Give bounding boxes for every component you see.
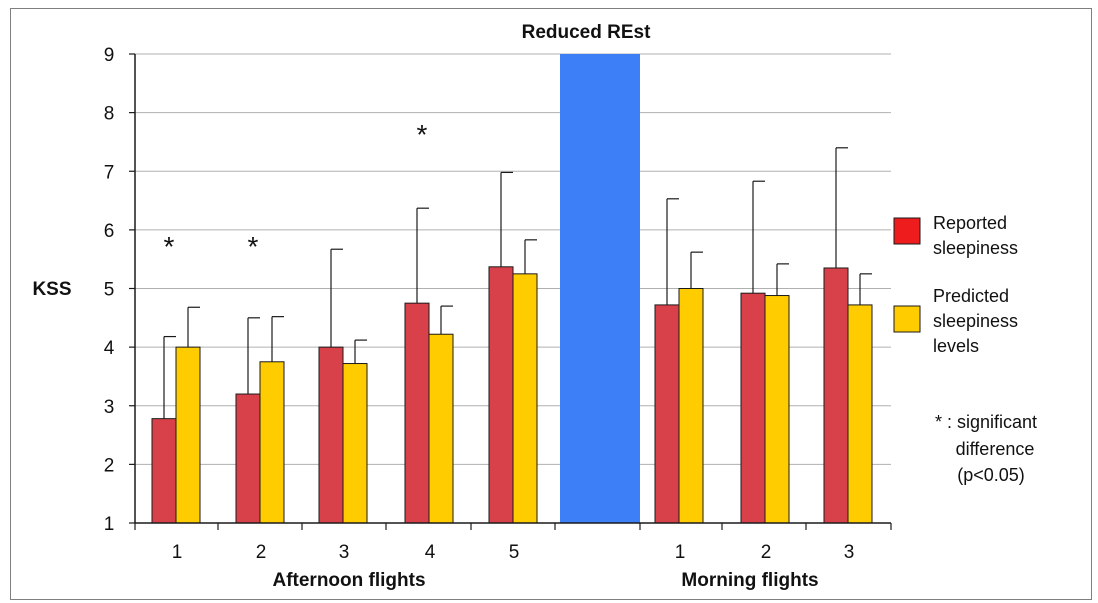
- error-bars: [163, 147, 872, 419]
- x-tick-label: 3: [339, 542, 350, 563]
- significance-star-2: *: [248, 231, 259, 262]
- legend-label-1: Reported: [933, 213, 1007, 233]
- bar-predicted-5: [512, 273, 538, 524]
- significance-star-4: *: [417, 119, 428, 150]
- bar-reported-5: [488, 266, 514, 524]
- y-tick-label: 2: [104, 455, 115, 476]
- bar-predicted-1: [175, 346, 201, 524]
- y-tick-label: 1: [104, 514, 115, 535]
- x-tick-label: 1: [172, 542, 183, 563]
- y-axis-label: KSS: [32, 279, 71, 300]
- y-tick-label: 6: [104, 221, 115, 242]
- group-label-1: Afternoon flights: [272, 570, 425, 591]
- y-tick-label: 4: [104, 338, 115, 359]
- bar-predicted-7: [764, 295, 790, 524]
- bar-reported-2: [235, 393, 261, 524]
- x-tick-label: 5: [509, 542, 520, 563]
- bar-reported-1: [151, 418, 177, 524]
- y-tick-labels: 1 2 3 4 5 6 7 8 9: [104, 45, 115, 535]
- legend: Reported sleepiness Predicted sleepiness lev…: [893, 213, 1037, 485]
- legend-label-2: levels: [933, 336, 979, 356]
- bars: [151, 266, 873, 524]
- y-tick-label: 3: [104, 397, 115, 418]
- bar-reported-4: [404, 302, 430, 524]
- legend-label-2: Predicted: [933, 286, 1009, 306]
- bar-predicted-4: [428, 333, 454, 524]
- legend-label-1: sleepiness: [933, 238, 1018, 258]
- y-tick-label: 9: [104, 45, 115, 66]
- bar-reported-6: [654, 304, 680, 524]
- x-tick-label: 2: [256, 542, 267, 563]
- legend-swatch-2: [893, 305, 921, 333]
- bar-predicted-3: [342, 363, 368, 524]
- y-tick-label: 7: [104, 162, 115, 183]
- reduced-rest-bar: [560, 54, 640, 523]
- bar-reported-3: [318, 346, 344, 524]
- legend-label-2: sleepiness: [933, 311, 1018, 331]
- bar-reported-7: [740, 292, 766, 524]
- y-tick-label: 5: [104, 280, 115, 301]
- bar-predicted-2: [259, 361, 285, 524]
- group-label-2: Morning flights: [681, 570, 818, 591]
- x-tick-labels: 1 2 3 4 5 1 2 3: [172, 542, 855, 563]
- significance-note: (p<0.05): [957, 465, 1025, 485]
- chart-title: Reduced REst: [522, 22, 651, 43]
- y-tick-label: 8: [104, 104, 115, 125]
- bar-reported-8: [823, 267, 849, 524]
- legend-swatch-1: [893, 217, 921, 245]
- x-tick-label: 3: [844, 542, 855, 563]
- significance-note: * : significant: [935, 412, 1037, 432]
- bar-predicted-8: [847, 304, 873, 524]
- x-tick-label: 2: [761, 542, 772, 563]
- significance-markers: * * *: [164, 119, 428, 262]
- x-tick-label: 1: [675, 542, 686, 563]
- group-labels: Afternoon flights Morning flights: [272, 570, 818, 591]
- significance-star-1: *: [164, 231, 175, 262]
- axes: [129, 53, 892, 530]
- x-tick-label: 4: [425, 542, 436, 563]
- bar-predicted-6: [678, 288, 704, 524]
- significance-note: difference: [956, 439, 1035, 459]
